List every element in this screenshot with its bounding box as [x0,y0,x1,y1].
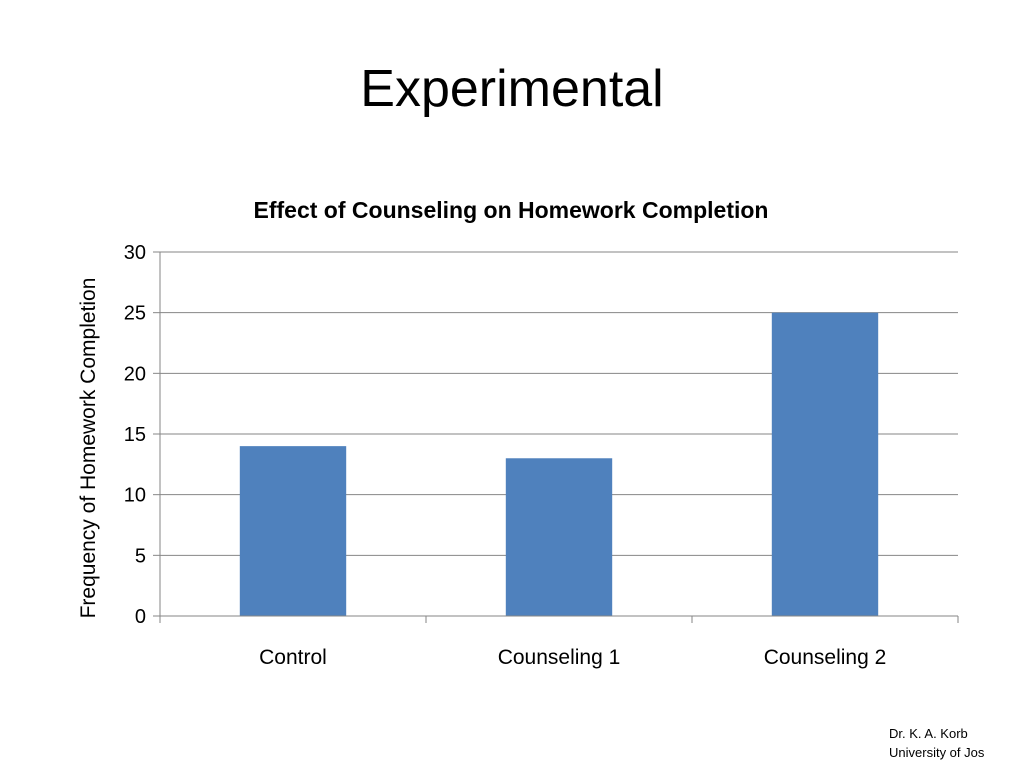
x-tick-label-counseling-2: Counseling 2 [764,646,887,669]
y-tick-label-15: 15 [124,424,146,446]
bars [239,312,879,616]
y-tick-label-30: 30 [124,242,146,264]
x-tick-label-counseling-1: Counseling 1 [498,646,621,669]
footer-author: Dr. K. A. Korb [889,726,968,741]
bar-control [239,446,347,616]
x-tick-label-control: Control [259,646,327,669]
y-tick-label-20: 20 [124,363,146,385]
footer-institution: University of Jos [889,745,985,760]
bar-counseling-1 [505,458,613,616]
axes [153,251,959,623]
y-tick-label-10: 10 [124,485,146,507]
bar-counseling-2 [771,312,879,616]
tick-labels: 0 5 10 15 20 25 30 Control Counseling 1 Counselin… [124,242,887,669]
footer-credit: Dr. K. A. Korb University of Jos [889,724,984,762]
chart-title: Effect of Counseling on Homework Complet… [254,197,769,223]
y-tick-label-5: 5 [135,545,146,567]
slide-title: Experimental [360,60,664,118]
bar-chart: Effect of Counseling on Homework Complet… [77,197,959,669]
y-tick-label-25: 25 [124,303,146,325]
y-axis-title: Frequency of Homework Completion [77,278,100,619]
y-tick-label-0: 0 [135,606,146,628]
